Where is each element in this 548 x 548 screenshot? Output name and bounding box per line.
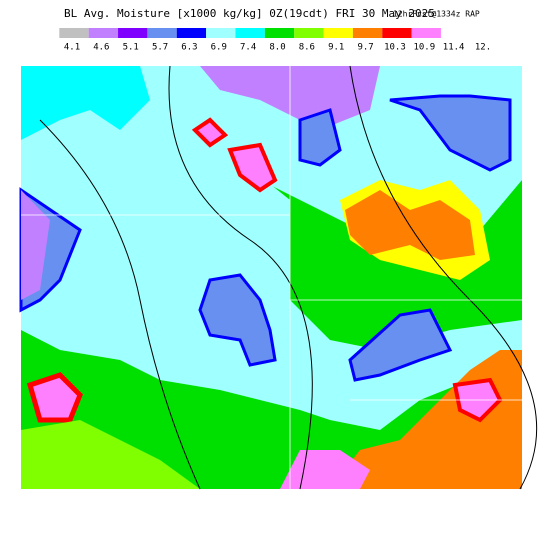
- legend-swatch: [264, 28, 295, 38]
- blue-region: [389, 94, 512, 172]
- legend-label: 6.3: [181, 43, 197, 53]
- legend-swatch: [294, 28, 324, 38]
- legend-swatch: [323, 28, 353, 38]
- pink-region: [227, 142, 278, 193]
- legend-swatch: [411, 28, 441, 38]
- cyan-region: [21, 66, 150, 140]
- title: BL Avg. Moisture [x1000 kg/kg] 0Z(19cdt)…: [64, 7, 435, 20]
- legend: 4.1 4.6 5.1 5.7 6.3 6.9 7.4 8.0 8.6 9.1 9.7 10.3 10.…: [59, 28, 491, 53]
- pink-region: [191, 117, 229, 148]
- blue-region: [298, 108, 342, 167]
- map-outline: [39, 119, 201, 490]
- legend-swatch: [206, 28, 236, 38]
- legend-swatch: [235, 28, 265, 38]
- map: [19, 65, 538, 490]
- legend-label: 8.0: [269, 43, 285, 53]
- purple-region: [21, 190, 50, 300]
- legend-label: 12.: [475, 43, 491, 53]
- legend-label: 9.7: [357, 43, 373, 53]
- orange-region: [345, 190, 475, 260]
- legend-label: 10.9: [413, 43, 435, 53]
- legend-label: 7.4: [240, 43, 256, 53]
- legend-label: 4.6: [93, 43, 109, 53]
- lightgreen-region: [21, 420, 200, 489]
- blue-region: [348, 308, 453, 382]
- legend-swatch: [118, 28, 148, 38]
- legend-label: 9.1: [328, 43, 344, 53]
- legend-label: 5.1: [123, 43, 139, 53]
- legend-label: 5.7: [152, 43, 168, 53]
- legend-swatch: [382, 28, 412, 38]
- pink-region: [26, 372, 83, 423]
- legend-label: 6.9: [211, 43, 227, 53]
- legend-swatch: [88, 28, 119, 38]
- legend-swatch: [176, 28, 207, 38]
- map-outline: [168, 65, 313, 490]
- legend-label: 11.4: [443, 43, 465, 53]
- legend-label: 8.6: [299, 43, 315, 53]
- legend-swatch: [352, 28, 383, 38]
- legend-swatch: [59, 28, 89, 38]
- blue-region: [198, 273, 277, 367]
- legend-swatch: [440, 28, 471, 38]
- state-border: [21, 66, 522, 489]
- legend-label: 4.1: [64, 43, 80, 53]
- subtitle: 12hrFcst@1334z RAP: [393, 10, 480, 19]
- legend-swatch: [147, 28, 177, 38]
- legend-label: 10.3: [384, 43, 406, 53]
- moist-region: [21, 66, 522, 430]
